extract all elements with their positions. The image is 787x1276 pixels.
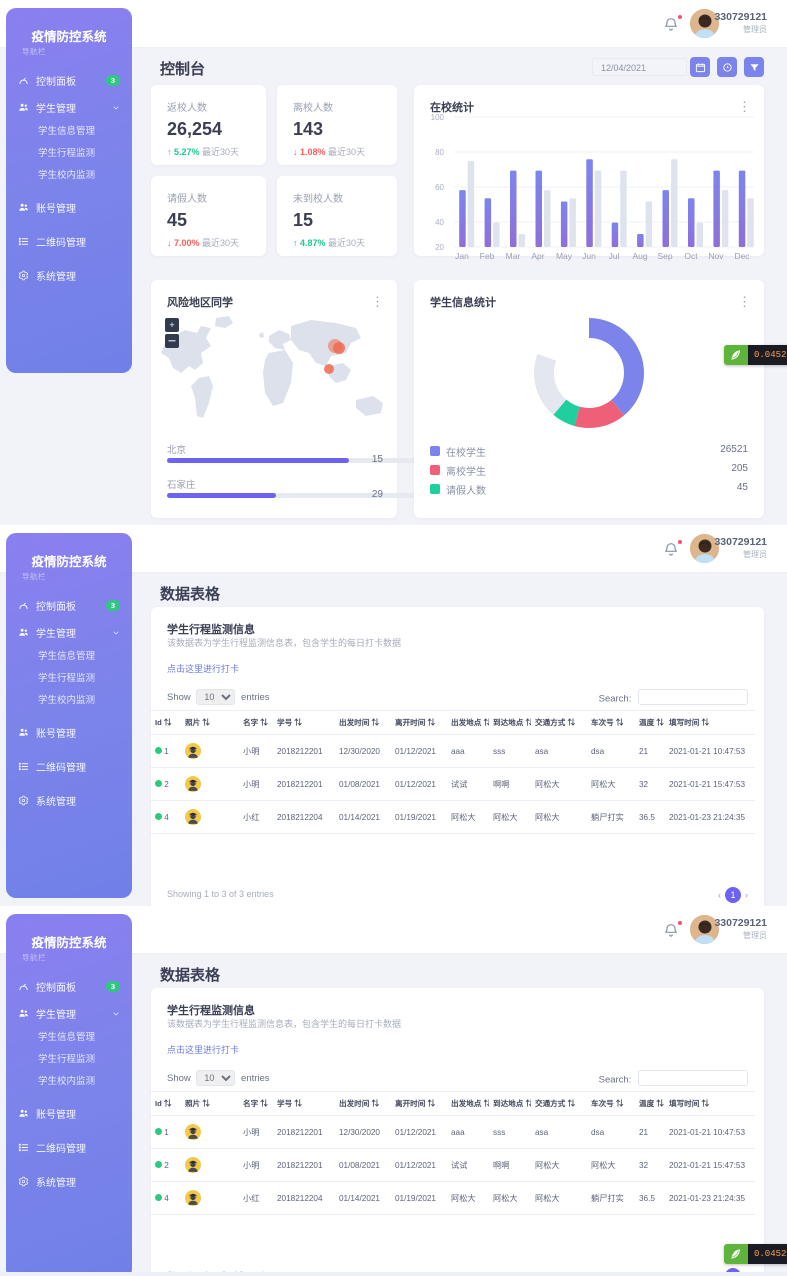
svg-text:Oct: Oct (684, 251, 698, 261)
svg-text:Jan: Jan (455, 251, 469, 261)
svg-text:100: 100 (431, 113, 445, 122)
svg-text:Aug: Aug (632, 251, 647, 261)
svg-text:May: May (556, 251, 573, 261)
svg-text:Dec: Dec (734, 251, 750, 261)
svg-text:Mar: Mar (506, 251, 521, 261)
svg-text:Jun: Jun (582, 251, 596, 261)
svg-text:20: 20 (435, 243, 444, 252)
svg-text:80: 80 (435, 148, 444, 157)
svg-text:Sep: Sep (657, 251, 672, 261)
svg-text:Feb: Feb (480, 251, 495, 261)
svg-text:Jul: Jul (609, 251, 620, 261)
svg-text:Nov: Nov (708, 251, 724, 261)
svg-text:Apr: Apr (531, 251, 544, 261)
svg-text:60: 60 (435, 183, 444, 192)
svg-text:40: 40 (435, 218, 444, 227)
